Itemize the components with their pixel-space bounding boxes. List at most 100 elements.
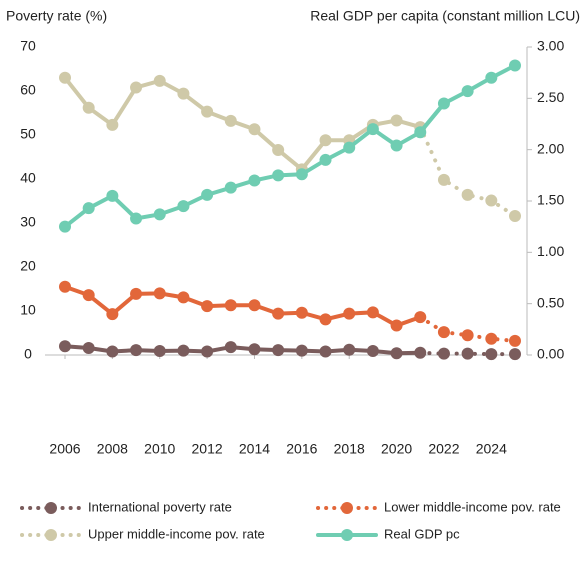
data-point <box>224 299 237 312</box>
y-tick-label: 20 <box>20 258 36 274</box>
y-tick-label: 50 <box>20 126 36 142</box>
data-point <box>272 169 285 182</box>
data-point <box>82 289 95 302</box>
y-tick-label: 40 <box>20 170 36 186</box>
legend-marker <box>341 502 353 514</box>
data-point <box>485 332 498 345</box>
data-point <box>201 188 214 201</box>
x-tick-label: 2006 <box>49 441 80 457</box>
y-tick-label: 70 <box>20 38 36 54</box>
legend-label: Lower middle-income pov. rate <box>384 499 561 514</box>
data-point <box>82 202 95 215</box>
data-point <box>414 346 427 359</box>
data-point <box>153 287 166 300</box>
y2-tick-label: 0.00 <box>537 346 564 362</box>
x-tick-label: 2012 <box>192 441 223 457</box>
data-point <box>82 341 95 354</box>
data-point <box>106 118 119 131</box>
y2-tick-label: 3.00 <box>537 38 564 54</box>
x-tick-label: 2022 <box>428 441 459 457</box>
data-point <box>437 97 450 110</box>
data-point <box>437 173 450 186</box>
y-tick-label: 60 <box>20 82 36 98</box>
data-point <box>201 105 214 118</box>
legend-label: International poverty rate <box>88 499 232 514</box>
data-point <box>224 181 237 194</box>
data-point <box>130 344 143 357</box>
data-point <box>295 168 308 181</box>
data-point <box>319 153 332 166</box>
data-point <box>509 59 521 72</box>
data-point <box>248 299 261 312</box>
data-point <box>437 347 450 360</box>
data-point <box>390 319 403 332</box>
data-point <box>485 348 498 361</box>
y2-tick-label: 0.50 <box>537 294 564 310</box>
series-line <box>418 63 517 135</box>
data-point <box>390 114 403 127</box>
data-point <box>248 343 261 356</box>
x-tick-label: 2014 <box>239 441 270 457</box>
data-point <box>153 208 166 221</box>
x-tick-label: 2018 <box>334 441 365 457</box>
data-point <box>343 141 356 154</box>
series-line <box>418 125 517 218</box>
data-point <box>224 341 237 354</box>
data-point <box>106 308 119 321</box>
y2-axis-label: Real GDP per capita (constant million LC… <box>310 8 580 24</box>
data-point <box>248 123 261 136</box>
data-point <box>414 126 427 139</box>
y-axis-label: Poverty rate (%) <box>6 8 107 24</box>
data-point <box>319 134 332 147</box>
series-line <box>63 284 423 328</box>
y2-tick-label: 1.00 <box>537 243 564 259</box>
data-point <box>366 345 379 358</box>
series-line <box>418 315 517 343</box>
data-point <box>343 343 356 356</box>
data-point <box>414 311 427 324</box>
data-point <box>461 85 474 98</box>
legend-label: Real GDP pc <box>384 526 460 541</box>
data-point <box>177 200 190 213</box>
x-tick-label: 2016 <box>286 441 317 457</box>
data-point <box>82 101 95 114</box>
series-line <box>63 344 423 356</box>
data-point <box>272 143 285 156</box>
y-tick-label: 30 <box>20 214 36 230</box>
data-point <box>319 345 332 358</box>
data-point <box>390 347 403 360</box>
series-line <box>63 75 423 173</box>
data-point <box>59 340 71 353</box>
data-point <box>319 313 332 326</box>
data-point <box>295 306 308 319</box>
data-point <box>295 344 308 357</box>
y-tick-label: 10 <box>20 302 36 318</box>
data-point <box>177 87 190 100</box>
data-point <box>248 174 261 187</box>
data-point <box>153 345 166 358</box>
data-point <box>485 194 498 207</box>
legend-marker <box>45 529 57 541</box>
data-point <box>59 71 71 84</box>
data-point <box>509 209 521 222</box>
data-point <box>59 280 71 293</box>
data-point <box>106 189 119 202</box>
data-point <box>272 307 285 320</box>
data-point <box>485 71 498 84</box>
legend-marker <box>45 502 57 514</box>
y-tick-label: 0 <box>24 346 32 362</box>
data-point <box>59 220 71 233</box>
y2-tick-label: 2.50 <box>537 89 564 105</box>
data-point <box>366 306 379 319</box>
data-point <box>130 287 143 300</box>
y2-tick-label: 2.00 <box>537 140 564 156</box>
y2-tick-label: 1.50 <box>537 192 564 208</box>
data-point <box>390 139 403 152</box>
data-point <box>177 344 190 357</box>
data-point <box>153 74 166 87</box>
data-point <box>224 114 237 127</box>
data-point <box>461 347 474 360</box>
data-point <box>366 123 379 136</box>
data-point <box>177 291 190 304</box>
